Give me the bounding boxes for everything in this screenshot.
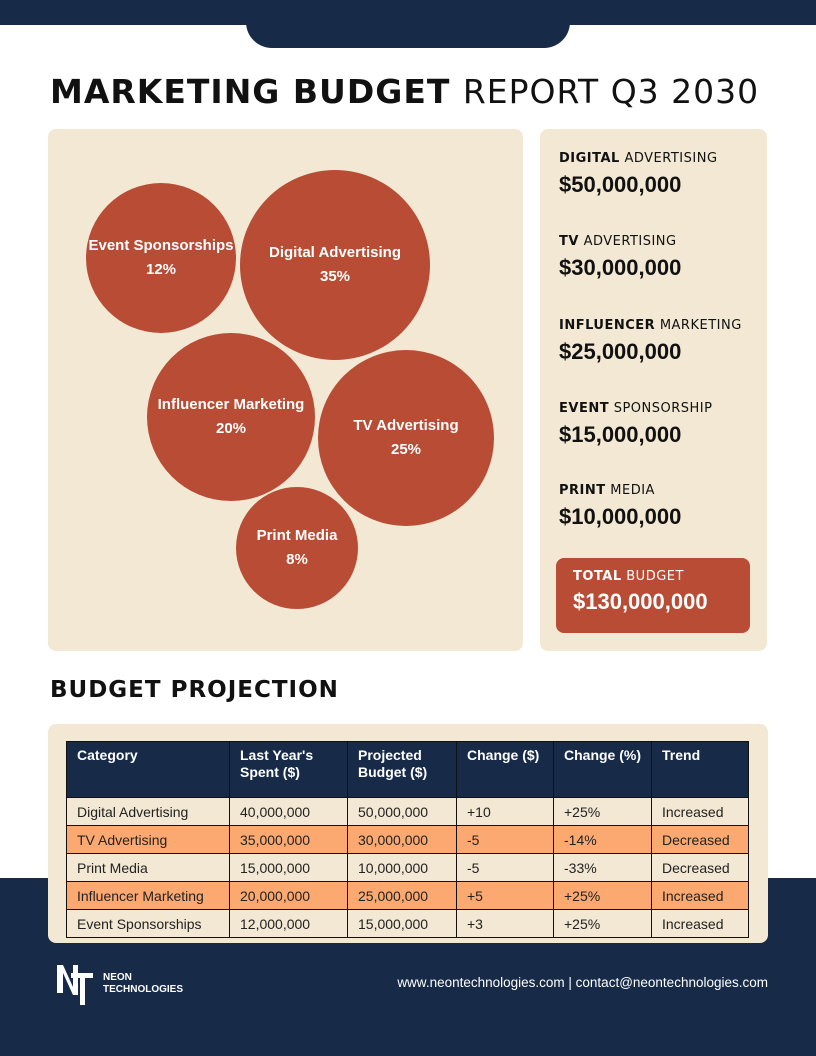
nt-logo-icon xyxy=(57,965,93,1005)
table-cell: +10 xyxy=(456,797,554,826)
table-cell: 15,000,000 xyxy=(347,909,457,938)
budget-summary-panel: DIGITAL ADVERTISING $50,000,000 TV ADVERT… xyxy=(540,129,767,651)
table-cell: +5 xyxy=(456,881,554,910)
col-header: Projected Budget ($) xyxy=(347,741,457,798)
projection-table: Category Last Year's Spent ($) Projected… xyxy=(66,741,749,938)
table-cell: 40,000,000 xyxy=(229,797,348,826)
table-cell: 35,000,000 xyxy=(229,825,348,854)
table-cell: Decreased xyxy=(651,853,749,882)
table-cell: 25,000,000 xyxy=(347,881,457,910)
table-cell: Event Sponsorships xyxy=(66,909,230,938)
bubble-print-media: Print Media 8% xyxy=(236,487,358,609)
table-cell: +25% xyxy=(553,797,652,826)
table-cell: -5 xyxy=(456,825,554,854)
table-cell: -14% xyxy=(553,825,652,854)
contact-info: www.neontechnologies.com | contact@neont… xyxy=(397,975,768,990)
summary-tv: TV ADVERTISING $30,000,000 xyxy=(559,234,682,280)
table-cell: -5 xyxy=(456,853,554,882)
table-cell: +25% xyxy=(553,909,652,938)
table-cell: Print Media xyxy=(66,853,230,882)
table-cell: 10,000,000 xyxy=(347,853,457,882)
table-cell: Increased xyxy=(651,797,749,826)
table-cell: Digital Advertising xyxy=(66,797,230,826)
total-budget-card: TOTAL BUDGET $130,000,000 xyxy=(556,558,750,633)
bubble-tv-advertising: TV Advertising 25% xyxy=(318,350,494,526)
table-cell: Decreased xyxy=(651,825,749,854)
table-row: TV Advertising 35,000,000 30,000,000 -5 -14%… xyxy=(66,825,749,854)
company-logo: NEON TECHNOLOGIES xyxy=(57,963,183,1005)
projection-table-panel: Category Last Year's Spent ($) Projected… xyxy=(48,724,768,943)
col-header: Trend xyxy=(651,741,749,798)
summary-print: PRINT MEDIA $10,000,000 xyxy=(559,483,682,529)
col-header: Category xyxy=(66,741,230,798)
section-title: BUDGET PROJECTION xyxy=(50,677,339,703)
logo-text: NEON xyxy=(103,972,132,983)
table-row: Influencer Marketing 20,000,000 25,000,000… xyxy=(66,881,749,910)
table-cell: 15,000,000 xyxy=(229,853,348,882)
table-cell: 12,000,000 xyxy=(229,909,348,938)
col-header: Change (%) xyxy=(553,741,652,798)
table-cell: +25% xyxy=(553,881,652,910)
table-row: Digital Advertising 40,000,000 50,000,000 +… xyxy=(66,797,749,826)
table-cell: Increased xyxy=(651,881,749,910)
table-cell: TV Advertising xyxy=(66,825,230,854)
bubble-event-sponsorships: Event Sponsorships 12% xyxy=(86,183,236,333)
col-header: Last Year's Spent ($) xyxy=(229,741,348,798)
summary-digital: DIGITAL ADVERTISING $50,000,000 xyxy=(559,151,718,197)
table-row: Event Sponsorships 12,000,000 15,000,000 +3… xyxy=(66,909,749,938)
table-row: Print Media 15,000,000 10,000,000 -5 -33% Dec… xyxy=(66,853,749,882)
table-cell: 20,000,000 xyxy=(229,881,348,910)
col-header: Change ($) xyxy=(456,741,554,798)
table-cell: 30,000,000 xyxy=(347,825,457,854)
bubble-chart-panel: Event Sponsorships 12% Digital Advertisin… xyxy=(48,129,523,651)
logo-text: TECHNOLOGIES xyxy=(103,984,184,995)
table-cell: -33% xyxy=(553,853,652,882)
summary-event: EVENT SPONSORSHIP $15,000,000 xyxy=(559,401,713,447)
top-tab-decoration xyxy=(246,0,570,48)
bubble-influencer-marketing: Influencer Marketing 20% xyxy=(147,333,315,501)
summary-influencer: INFLUENCER MARKETING $25,000,000 xyxy=(559,318,742,364)
table-cell: Influencer Marketing xyxy=(66,881,230,910)
table-cell: +3 xyxy=(456,909,554,938)
table-header-row: Category Last Year's Spent ($) Projected… xyxy=(66,741,749,798)
page-title: MARKETING BUDGET REPORT Q3 2030 xyxy=(50,72,760,111)
table-cell: 50,000,000 xyxy=(347,797,457,826)
bubble-digital-advertising: Digital Advertising 35% xyxy=(240,170,430,360)
table-cell: Increased xyxy=(651,909,749,938)
